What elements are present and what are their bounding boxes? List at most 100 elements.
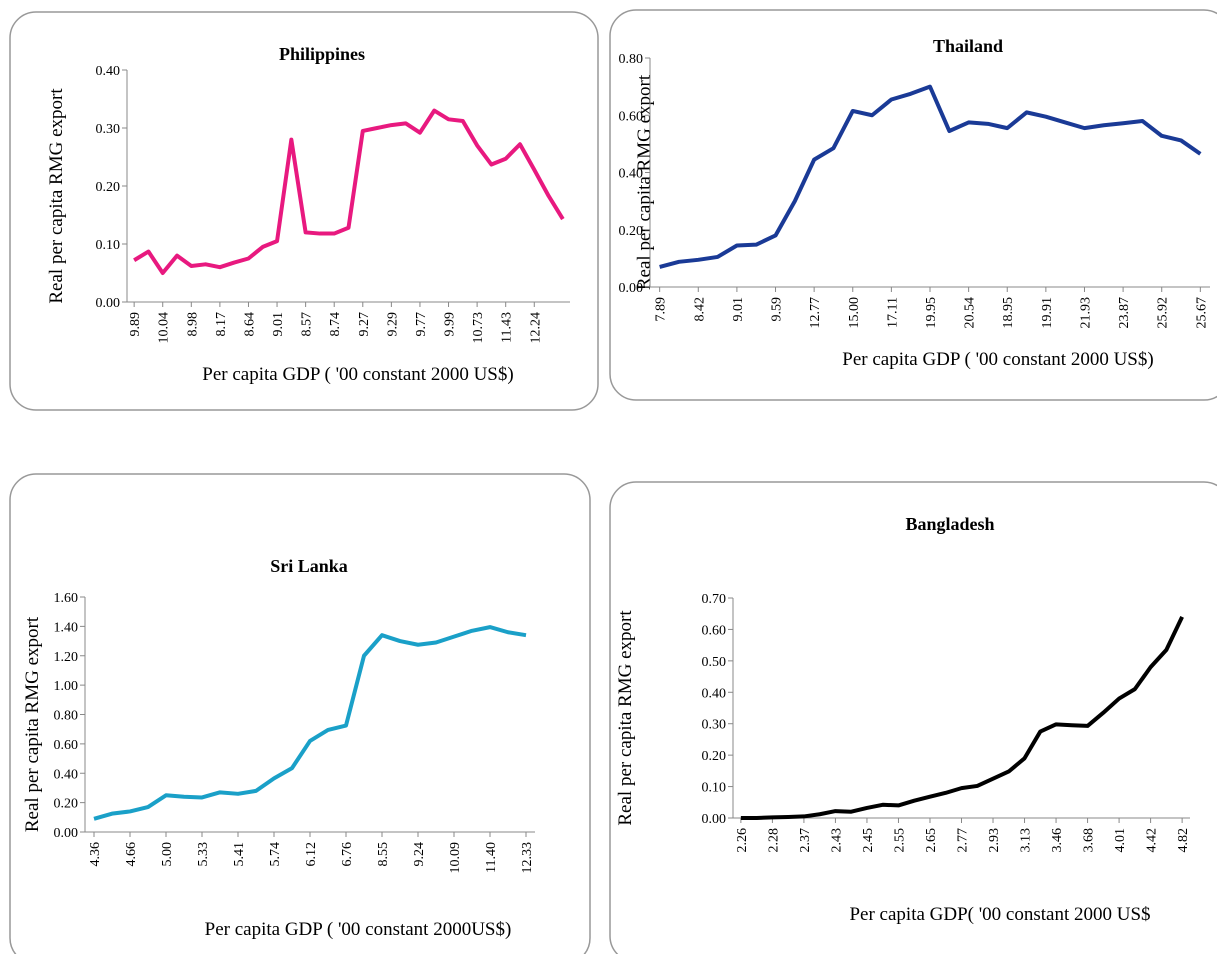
panel-border (609, 481, 1217, 954)
y-tick-label: 1.40 (54, 620, 79, 635)
x-tick-label: 9.24 (412, 842, 427, 867)
y-tick-label: 0.10 (96, 238, 121, 253)
x-tick-label: 2.65 (924, 828, 939, 853)
panel-border (9, 11, 599, 411)
y-tick-label: 0.00 (702, 812, 727, 827)
y-tick-label: 0.00 (54, 826, 79, 841)
x-tick-label: 4.66 (124, 842, 139, 867)
x-tick-label: 8.98 (185, 312, 200, 337)
y-tick-label: 0.60 (702, 623, 727, 638)
y-tick-label: 0.60 (619, 109, 644, 124)
x-axis-title: Per capita GDP ( '00 constant 2000 US$) (202, 364, 513, 385)
x-tick-label: 9.29 (385, 312, 400, 337)
y-tick-label: 0.40 (54, 767, 79, 782)
x-tick-label: 25.92 (1156, 297, 1171, 329)
y-tick-label: 0.20 (96, 180, 121, 195)
x-tick-label: 9.01 (271, 312, 286, 337)
y-tick-label: 0.80 (619, 52, 644, 67)
x-tick-label: 8.64 (242, 312, 257, 337)
y-tick-label: 0.50 (702, 655, 727, 670)
x-tick-label: 9.99 (443, 312, 458, 337)
y-tick-label: 0.10 (702, 781, 727, 796)
x-tick-label: 3.68 (1082, 828, 1097, 853)
x-tick-label: 8.57 (300, 312, 315, 337)
x-tick-label: 4.36 (88, 842, 103, 867)
x-tick-label: 2.28 (766, 828, 781, 853)
x-tick-label: 7.89 (654, 297, 669, 322)
x-tick-label: 2.43 (829, 828, 844, 853)
x-tick-label: 2.93 (987, 828, 1002, 853)
y-tick-label: 0.20 (702, 749, 727, 764)
x-tick-label: 8.42 (692, 297, 707, 322)
x-tick-label: 2.45 (861, 828, 876, 853)
y-tick-label: 0.00 (619, 281, 644, 296)
x-tick-label: 19.95 (924, 297, 939, 329)
x-tick-label: 12.24 (528, 312, 543, 344)
x-tick-label: 21.93 (1078, 297, 1093, 329)
data-line (659, 84, 1202, 269)
y-axis-title: Real per capita RMG export (634, 74, 655, 290)
chart-panel: Sri Lanka Real per capita RMG export Per c… (9, 473, 591, 954)
x-tick-label: 19.91 (1040, 297, 1055, 329)
x-tick-label: 20.54 (963, 297, 978, 329)
x-tick-label: 2.37 (798, 828, 813, 853)
y-axis-title: Real per capita RMG export (46, 88, 67, 304)
x-tick-label: 9.89 (128, 312, 143, 337)
x-tick-label: 10.04 (157, 312, 172, 344)
x-tick-label: 6.76 (340, 842, 355, 867)
x-tick-label: 5.41 (232, 842, 247, 867)
x-tick-label: 12.33 (520, 842, 535, 874)
x-tick-label: 25.67 (1194, 297, 1209, 329)
y-tick-label: 0.40 (619, 167, 644, 182)
y-tick-label: 1.00 (54, 679, 79, 694)
chart-panel: Philippines Real per capita RMG export Per… (9, 11, 599, 411)
x-tick-label: 11.43 (500, 312, 515, 343)
x-tick-label: 6.12 (304, 842, 319, 867)
chart-title: Bangladesh (905, 514, 994, 534)
x-tick-label: 2.55 (892, 828, 907, 853)
x-axis-title: Per capita GDP ( '00 constant 2000 US$) (842, 349, 1153, 370)
x-tick-label: 10.09 (448, 842, 463, 874)
x-tick-label: 9.77 (414, 312, 429, 337)
y-tick-label: 0.40 (96, 64, 121, 79)
y-tick-label: 0.80 (54, 709, 79, 724)
x-tick-label: 8.17 (214, 312, 229, 337)
x-tick-label: 5.00 (160, 842, 175, 867)
x-tick-label: 18.95 (1001, 297, 1016, 329)
data-line (133, 108, 565, 275)
x-tick-label: 9.01 (731, 297, 746, 322)
chart-panel: Bangladesh Real per capita RMG export Per … (609, 481, 1217, 954)
x-tick-label: 3.13 (1019, 828, 1034, 853)
x-tick-label: 11.40 (484, 842, 499, 873)
data-line (93, 625, 527, 821)
x-tick-label: 3.46 (1050, 828, 1065, 853)
x-tick-label: 5.74 (268, 842, 283, 867)
y-tick-label: 0.30 (702, 718, 727, 733)
x-tick-label: 12.77 (808, 297, 823, 329)
x-tick-label: 8.74 (328, 312, 343, 337)
x-tick-label: 5.33 (196, 842, 211, 867)
y-tick-label: 0.70 (702, 592, 727, 607)
x-tick-label: 8.55 (376, 842, 391, 867)
x-tick-label: 4.42 (1145, 828, 1160, 853)
data-line (740, 615, 1184, 820)
x-tick-label: 2.77 (956, 828, 971, 853)
chart-title: Thailand (933, 36, 1003, 56)
x-axis-title: Per capita GDP( '00 constant 2000 US$ (849, 904, 1150, 925)
y-tick-label: 0.40 (702, 686, 727, 701)
chart-title: Philippines (279, 44, 365, 64)
panel-border (609, 9, 1217, 401)
y-tick-label: 1.20 (54, 650, 79, 665)
y-tick-label: 0.20 (619, 224, 644, 239)
x-tick-label: 9.27 (357, 312, 372, 337)
chart-title: Sri Lanka (270, 556, 348, 576)
y-tick-label: 0.60 (54, 738, 79, 753)
x-tick-label: 10.73 (471, 312, 486, 344)
y-axis-title: Real per capita RMG export (22, 616, 43, 832)
x-tick-label: 2.26 (735, 828, 750, 853)
y-tick-label: 0.20 (54, 797, 79, 812)
y-axis-title: Real per capita RMG export (615, 610, 636, 826)
x-tick-label: 4.01 (1113, 828, 1128, 853)
chart-panel: Thailand Real per capita RMG export Per ca… (609, 9, 1217, 401)
